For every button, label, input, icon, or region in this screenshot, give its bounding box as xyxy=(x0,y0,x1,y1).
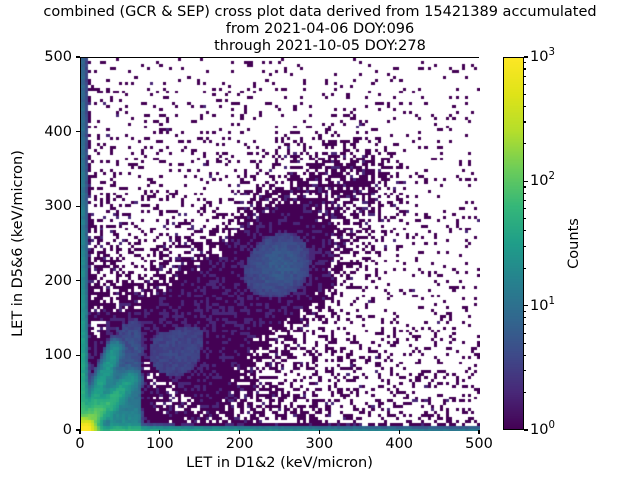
colorbar-minor-tick xyxy=(524,143,527,145)
colorbar-minor-tick xyxy=(524,342,527,344)
x-tick-0 xyxy=(79,430,81,434)
colorbar-minor-tick xyxy=(524,267,527,269)
y-axis-label: LET in D5&6 (keV/micron) xyxy=(10,150,26,337)
x-tick-500 xyxy=(478,430,480,434)
y-tick-100 xyxy=(76,354,80,356)
y-tick-400 xyxy=(76,131,80,133)
plot-title-line-3: through 2021-10-05 DOY:278 xyxy=(214,38,426,55)
colorbar-minor-tick xyxy=(524,62,527,64)
colorbar-minor-tick xyxy=(524,324,527,326)
colorbar-minor-tick xyxy=(524,121,527,123)
x-tick-400 xyxy=(398,430,400,434)
colorbar-tick-1e2 xyxy=(524,180,528,182)
colorbar-gradient xyxy=(503,57,524,430)
y-ticklabel-500: 500 xyxy=(44,49,72,65)
colorbar-minor-tick xyxy=(524,354,527,356)
y-ticklabel-0: 0 xyxy=(62,422,72,438)
colorbar-tick-1e0 xyxy=(524,429,528,431)
colorbar-minor-tick xyxy=(524,186,527,188)
x-ticklabel-300: 300 xyxy=(305,436,334,452)
colorbar-minor-tick xyxy=(524,310,527,312)
colorbar-minor-tick xyxy=(524,192,527,194)
y-tick-200 xyxy=(76,280,80,282)
y-tick-500 xyxy=(76,56,80,58)
x-tick-200 xyxy=(239,430,241,434)
colorbar-minor-tick xyxy=(524,317,527,319)
plot-axes-area xyxy=(80,57,480,431)
colorbar-minor-tick xyxy=(524,332,527,334)
colorbar-minor-tick xyxy=(524,75,527,77)
y-ticklabel-300: 300 xyxy=(44,198,72,215)
colorbar-tick-1e3 xyxy=(524,56,528,58)
x-ticklabel-400: 400 xyxy=(385,436,414,452)
scatter-heatmap-canvas xyxy=(81,58,480,431)
colorbar-ticklabel-1e1: 101 xyxy=(530,295,555,314)
colorbar-ticklabel-1e0: 100 xyxy=(530,420,555,438)
colorbar-tick-1e1 xyxy=(524,305,528,307)
colorbar-minor-tick xyxy=(524,200,527,202)
colorbar-label: Counts xyxy=(566,218,582,269)
colorbar-minor-tick xyxy=(524,208,527,210)
x-ticklabel-200: 200 xyxy=(225,436,254,452)
x-axis-label: LET in D1&2 (keV/micron) xyxy=(186,455,373,471)
colorbar-minor-tick xyxy=(524,230,527,232)
x-ticklabel-100: 100 xyxy=(145,436,174,452)
colorbar-minor-tick xyxy=(524,68,527,70)
x-ticklabel-0: 0 xyxy=(75,436,85,452)
y-ticklabel-400: 400 xyxy=(44,123,72,140)
colorbar-minor-tick xyxy=(524,84,527,86)
x-tick-300 xyxy=(318,430,320,434)
colorbar-minor-tick xyxy=(524,105,527,108)
colorbar-minor-tick xyxy=(524,218,527,220)
y-ticklabel-100: 100 xyxy=(44,347,72,364)
colorbar-minor-tick xyxy=(524,370,527,372)
plot-title-line-1: combined (GCR & SEP) cross plot data der… xyxy=(43,4,597,20)
colorbar-minor-tick xyxy=(524,245,527,247)
colorbar-ticklabel-1e3: 103 xyxy=(530,47,555,65)
x-ticklabel-500: 500 xyxy=(465,436,493,452)
colorbar-ticklabel-1e2: 102 xyxy=(530,171,555,190)
x-tick-100 xyxy=(159,430,161,434)
plot-title: combined (GCR & SEP) cross plot data der… xyxy=(0,4,640,56)
colorbar xyxy=(503,57,524,430)
colorbar-minor-tick xyxy=(524,392,527,394)
y-tick-300 xyxy=(76,205,80,207)
y-ticklabel-200: 200 xyxy=(44,272,72,289)
colorbar-minor-tick xyxy=(524,93,527,95)
y-tick-0 xyxy=(76,429,80,431)
plot-title-line-2: from 2021-04-06 DOY:096 xyxy=(225,21,415,38)
